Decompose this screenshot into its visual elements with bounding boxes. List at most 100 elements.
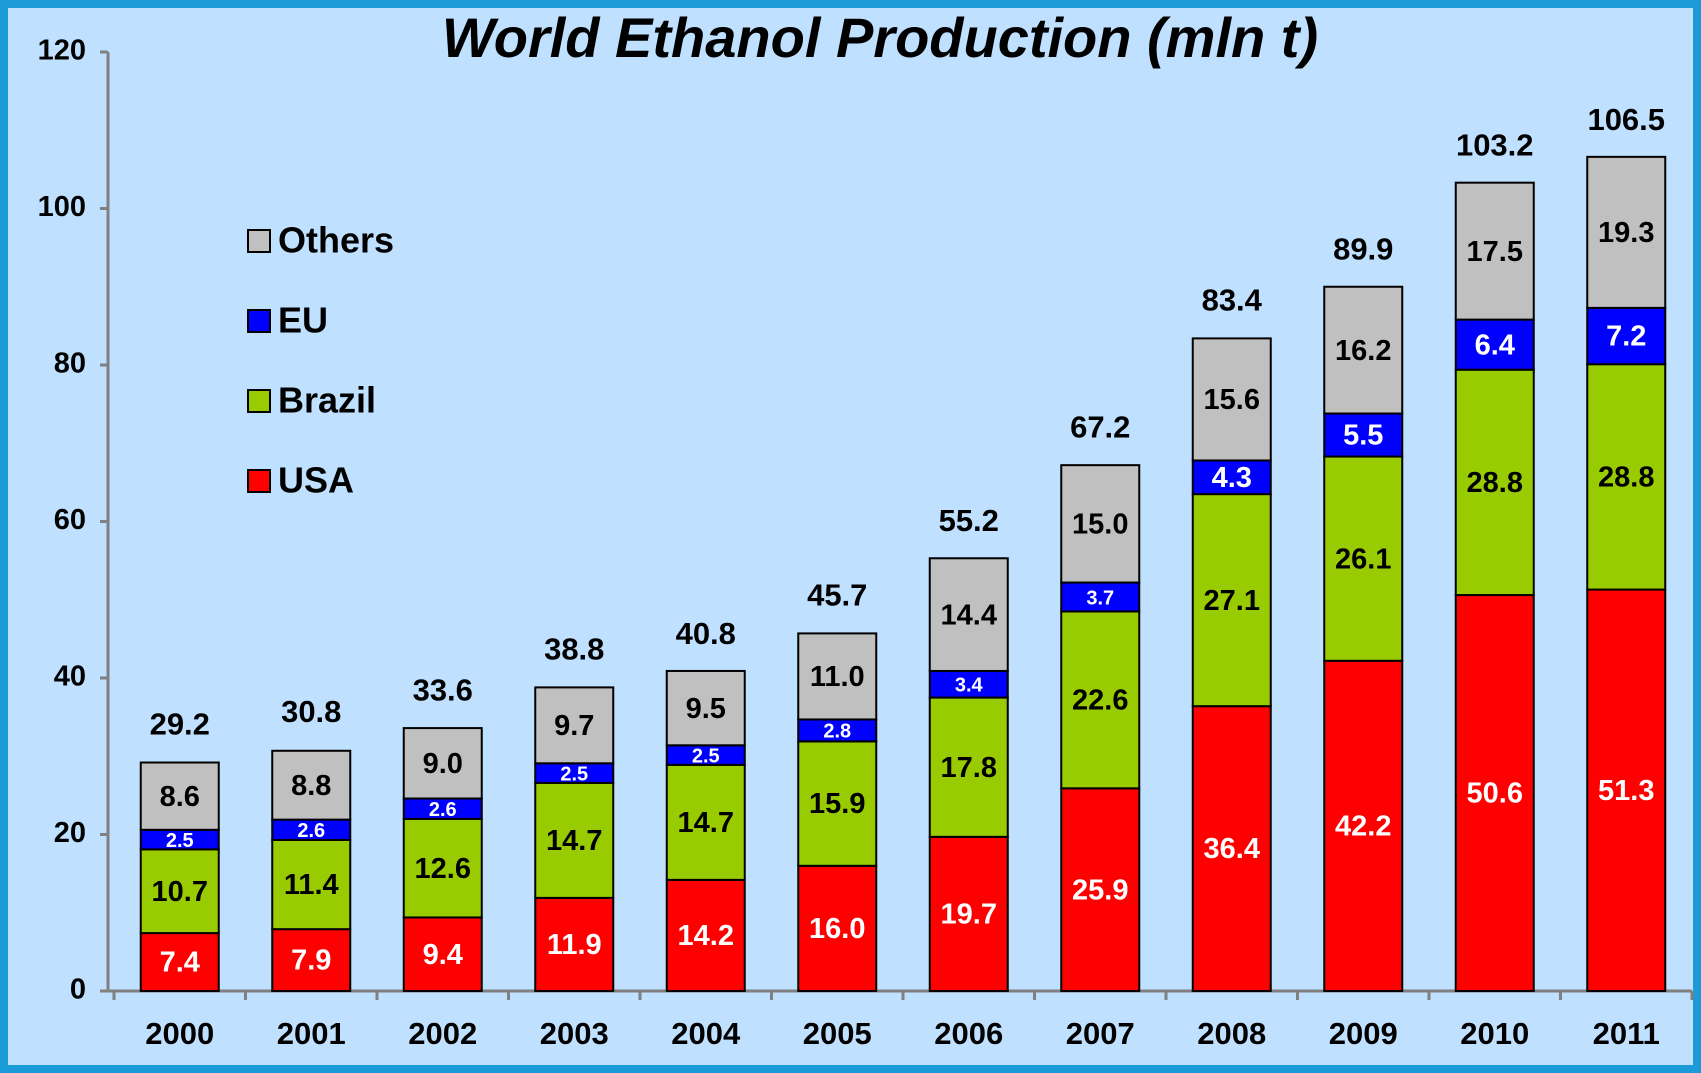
value-label: 11.9: [547, 929, 602, 961]
total-label: 106.5: [1587, 102, 1665, 137]
bar-segment: [1191, 459, 1272, 496]
y-tick-label: 100: [38, 191, 86, 223]
x-tick-label: 2003: [540, 1016, 609, 1051]
total-label: 89.9: [1333, 232, 1393, 267]
value-label: 14.7: [546, 825, 602, 857]
total-label: 67.2: [1070, 409, 1130, 444]
bar-segment: [928, 835, 1009, 992]
value-label: 25.9: [1072, 874, 1128, 906]
value-label: 9.5: [686, 693, 726, 725]
x-tick-label: 2002: [408, 1016, 477, 1051]
value-label: 2.6: [297, 820, 325, 842]
x-tick-label: 2010: [1460, 1016, 1529, 1051]
value-label: 3.7: [1086, 587, 1114, 609]
value-label: 19.3: [1598, 217, 1654, 249]
total-label: 29.2: [150, 707, 210, 742]
bar-segment: [271, 749, 352, 821]
bar-segment: [402, 727, 483, 800]
value-label: 11.0: [810, 661, 865, 693]
bar-segment: [1323, 455, 1404, 662]
x-tick-label: 2005: [803, 1016, 872, 1051]
value-label: 14.4: [941, 599, 997, 631]
total-label: 30.8: [281, 694, 341, 729]
value-label: 8.6: [160, 781, 200, 813]
bar-segment: [797, 740, 878, 867]
total-label: 83.4: [1202, 283, 1263, 318]
value-label: 27.1: [1204, 585, 1260, 617]
y-tick-label: 0: [70, 974, 86, 1006]
legend-label: Others: [278, 220, 394, 261]
value-label: 12.6: [415, 853, 471, 885]
bar-segment: [1191, 493, 1272, 708]
value-label: 8.8: [291, 770, 331, 802]
x-tick-label: 2009: [1329, 1016, 1398, 1051]
x-tick-label: 2001: [277, 1016, 346, 1051]
bar-segment: [534, 896, 615, 993]
legend-swatch: [247, 389, 271, 413]
value-label: 28.8: [1467, 467, 1523, 499]
value-label: 2.5: [166, 830, 194, 852]
value-label: 2.6: [429, 799, 457, 821]
bar-segment: [534, 686, 615, 765]
bar-segment: [665, 763, 746, 881]
bar-segment: [1586, 588, 1667, 992]
total-label: 38.8: [544, 632, 604, 667]
legend-swatch: [247, 229, 271, 253]
bar-segment: [402, 916, 483, 993]
value-label: 9.7: [554, 710, 594, 742]
value-label: 16.0: [809, 913, 865, 945]
chart-title: World Ethanol Production (mln t): [442, 6, 1318, 69]
bar-segment: [1060, 581, 1141, 613]
bar-segment: [139, 848, 220, 935]
value-label: 15.6: [1204, 384, 1260, 416]
total-label: 40.8: [676, 616, 736, 651]
value-label: 4.3: [1212, 462, 1252, 494]
bar-segment: [1191, 337, 1272, 462]
y-tick-label: 80: [54, 348, 86, 380]
value-label: 26.1: [1335, 543, 1391, 575]
x-tick-label: 2007: [1066, 1016, 1135, 1051]
bar-segment: [1454, 318, 1535, 371]
legend-swatch: [247, 469, 271, 493]
value-label: 5.5: [1343, 420, 1383, 452]
value-label: 28.8: [1598, 462, 1654, 494]
bar-segment: [1586, 155, 1667, 309]
y-tick-label: 120: [38, 35, 86, 67]
bar-segment: [534, 781, 615, 899]
bar-segment: [1586, 363, 1667, 591]
value-label: 9.0: [423, 748, 463, 780]
value-label: 17.8: [941, 752, 997, 784]
total-label: 103.2: [1456, 128, 1534, 163]
bar-segment: [1323, 659, 1404, 992]
value-label: 42.2: [1335, 811, 1391, 843]
value-label: 17.5: [1467, 236, 1523, 268]
bar-segment: [139, 761, 220, 831]
x-tick-label: 2011: [1593, 1016, 1660, 1051]
legend-label: USA: [278, 460, 354, 501]
x-tick-label: 2008: [1197, 1016, 1266, 1051]
value-label: 9.4: [423, 939, 463, 971]
y-tick-label: 40: [54, 661, 86, 693]
y-tick-label: 60: [54, 504, 86, 536]
value-label: 22.6: [1072, 685, 1128, 717]
bar-segment: [665, 878, 746, 993]
value-label: 15.9: [809, 788, 865, 820]
bar-segment: [402, 817, 483, 919]
bar-segment: [271, 928, 352, 992]
x-tick-label: 2000: [145, 1016, 214, 1051]
bar-segment: [797, 632, 878, 721]
bar-segment: [797, 864, 878, 992]
bar-segment: [1454, 594, 1535, 992]
value-label: 2.5: [692, 745, 720, 767]
value-label: 7.4: [160, 947, 200, 979]
legend-label: EU: [278, 300, 328, 341]
bar-segment: [928, 696, 1009, 838]
legend-label: Brazil: [278, 380, 376, 421]
value-label: 51.3: [1598, 775, 1654, 807]
value-label: 14.2: [678, 920, 734, 952]
value-label: 50.6: [1467, 778, 1523, 810]
total-label: 55.2: [939, 503, 999, 538]
value-label: 2.5: [560, 763, 588, 785]
value-label: 11.4: [284, 869, 339, 901]
